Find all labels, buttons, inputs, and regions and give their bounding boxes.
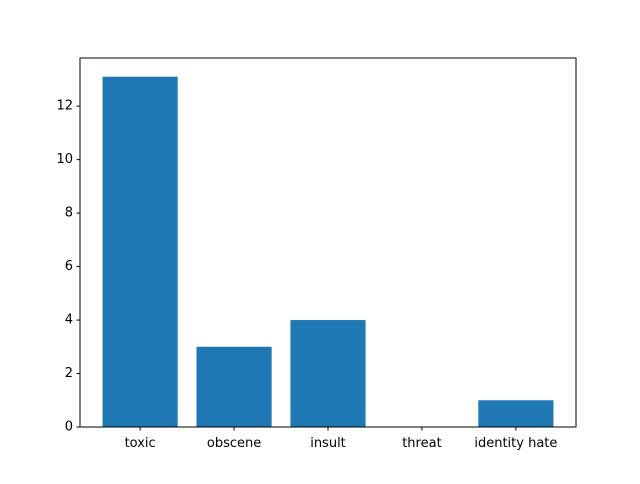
x-tick-label: obscene [207,436,261,451]
bar-toxic [102,76,178,427]
bar-obscene [196,346,272,427]
y-tick-label: 2 [65,366,73,381]
y-tick-label: 10 [56,152,73,167]
x-tick-label: threat [402,436,441,451]
y-axis: 0 2 4 6 8 10 12 [56,99,80,435]
y-tick-label: 4 [65,313,73,328]
y-tick-label: 6 [65,259,73,274]
x-axis: toxic obscene insult threat identity hate [125,427,557,451]
bar-insult [290,320,366,427]
x-tick-label: insult [310,436,346,451]
y-tick-label: 12 [56,99,73,114]
x-tick-label: toxic [125,436,156,451]
x-tick-label: identity hate [474,436,557,451]
bars-layer [102,76,554,427]
bar-identity-hate [478,400,554,427]
y-tick-label: 0 [65,420,73,435]
y-tick-label: 8 [65,206,73,221]
